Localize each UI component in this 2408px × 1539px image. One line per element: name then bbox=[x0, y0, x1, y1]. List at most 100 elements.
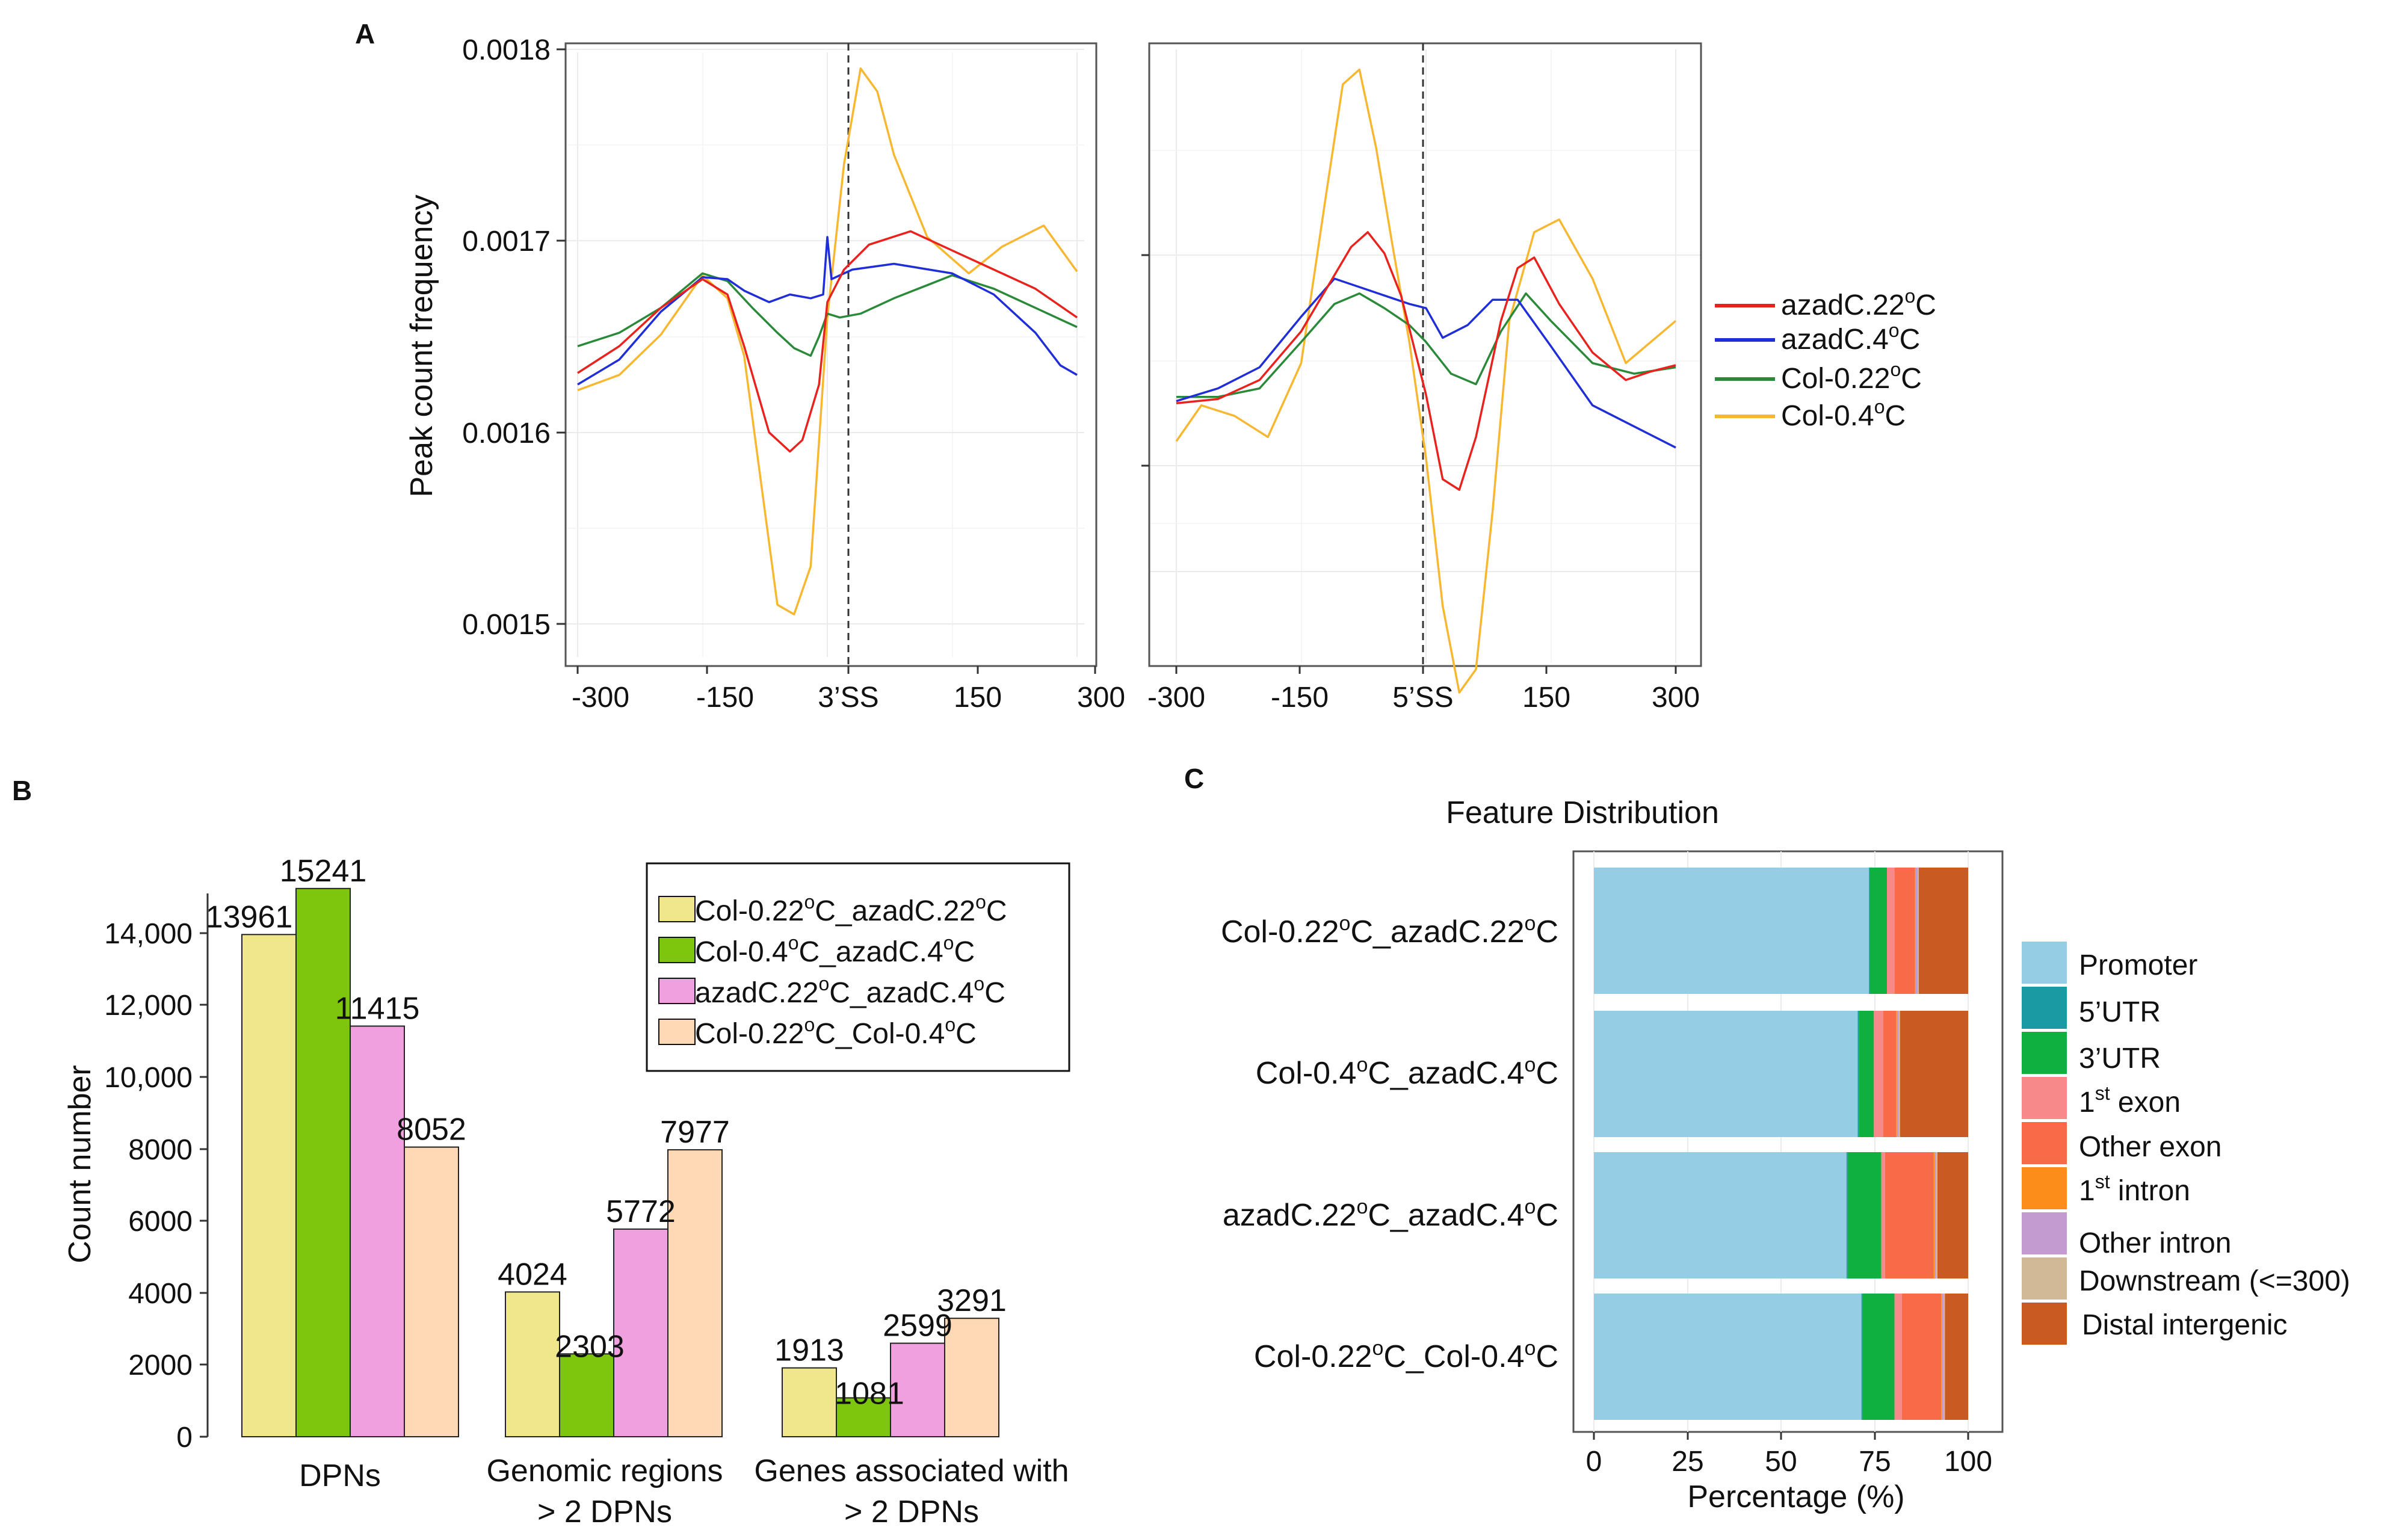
legend-a-item-2: Col-0.22oC bbox=[1715, 359, 1922, 395]
stacked-bar-row3-other-intron bbox=[1942, 1294, 1944, 1420]
panel-c: C Feature Distribution Col-0.22oC_azadC.… bbox=[1184, 763, 2350, 1514]
y-tick-label: 2000 bbox=[128, 1349, 193, 1381]
facet-1-frame bbox=[564, 42, 1097, 667]
legend-a-item-0: azadC.22oC bbox=[1715, 285, 1936, 321]
bar-value-label: 8052 bbox=[397, 1112, 466, 1147]
stacked-bar-row3-1st-exon bbox=[1894, 1294, 1902, 1420]
panel-a-label: A bbox=[355, 18, 375, 49]
facet-2-line-azadc-4c bbox=[1176, 277, 1676, 449]
facet-2-frame bbox=[1148, 42, 1702, 667]
bar-value-label: 11415 bbox=[335, 992, 420, 1026]
legend-a-label-1: azadC.4oC bbox=[1781, 319, 1920, 356]
stacked-bar-row0-distal-intergenic bbox=[1918, 868, 1968, 994]
x-tick-label: -150 bbox=[696, 682, 754, 714]
legend-b-box bbox=[646, 862, 1070, 1072]
y-tick-label: 6000 bbox=[128, 1206, 193, 1238]
panel-a-legend: azadC.22oC azadC.4oC Col-0.22oC Col-0.4o… bbox=[1715, 285, 1936, 432]
stacked-bar-row3-other-exon bbox=[1901, 1294, 1942, 1420]
bar-group1-series1 bbox=[559, 1353, 614, 1438]
x-tick-label: 50 bbox=[1765, 1446, 1797, 1478]
legend-swatch bbox=[2022, 1303, 2067, 1345]
panel-b-label: B bbox=[12, 775, 32, 806]
legend-c-label-0: Promoter bbox=[2079, 949, 2197, 981]
stacked-bar-row3-distal-intergenic bbox=[1945, 1294, 1968, 1420]
legend-a-label-2: Col-0.22oC bbox=[1781, 359, 1922, 395]
legend-c-item-0: Promoter bbox=[2022, 942, 2197, 984]
legend-c-item-7: Downstream (<=300) bbox=[2022, 1257, 2350, 1300]
y-tick-label: 0.0016 bbox=[462, 418, 551, 449]
panel-b-bars bbox=[241, 887, 999, 1438]
legend-b-item-1: Col-0.4oC_azadC.4oC bbox=[658, 932, 975, 968]
stacked-bar-row2-other-intron bbox=[1934, 1152, 1937, 1278]
y-tick-label: 10,000 bbox=[104, 1062, 193, 1094]
stacked-bar-row0-5-utr bbox=[1869, 868, 1871, 994]
legend-swatch bbox=[2022, 1167, 2067, 1209]
panel-b-group-labels: DPNs Genomic regions > 2 DPNs Genes asso… bbox=[299, 1454, 1069, 1529]
legend-b-item-0: Col-0.22oC_azadC.22oC bbox=[658, 891, 1007, 927]
stacked-bar-row0-promoter bbox=[1594, 868, 1869, 994]
legend-b-label-2: azadC.22oC_azadC.4oC bbox=[695, 973, 1005, 1009]
panel-b: B Count number 0 2000 4000 6000 8000 10,… bbox=[12, 775, 1070, 1529]
legend-c-label-1: 5’UTR bbox=[2079, 996, 2161, 1028]
panel-b-ylabel: Count number bbox=[63, 1065, 97, 1263]
legend-swatch bbox=[2022, 1122, 2067, 1164]
bar-group2-series3 bbox=[944, 1318, 999, 1437]
legend-c-label-5: 1st intron bbox=[2079, 1171, 2190, 1207]
stacked-bar-row3-downstream-300- bbox=[1943, 1294, 1945, 1420]
panel-a-facet-2: -300 -150 5’SS 150 300 bbox=[1141, 42, 1702, 714]
stacked-bar-row0-other-intron bbox=[1915, 868, 1918, 994]
legend-c-label-7: Downstream (<=300) bbox=[2079, 1265, 2350, 1297]
bar-value-label: 3291 bbox=[937, 1283, 1007, 1318]
bar-group1-series0 bbox=[505, 1291, 560, 1437]
category-label: azadC.22oC_azadC.4oC bbox=[1223, 1195, 1558, 1233]
facet-2-line-col-0-4c bbox=[1175, 68, 1677, 694]
stacked-bar-row1-1st-exon bbox=[1874, 1011, 1883, 1137]
legend-c-label-2: 3’UTR bbox=[2079, 1043, 2161, 1075]
stacked-bar-row2-downstream-300- bbox=[1936, 1152, 1937, 1278]
panel-a: A Peak count frequency bbox=[355, 18, 1936, 714]
stacked-bar-row2-5-utr bbox=[1846, 1152, 1848, 1278]
stacked-bar-row2-other-exon bbox=[1885, 1152, 1934, 1278]
legend-swatch bbox=[2022, 1212, 2067, 1254]
stacked-bar-row1-5-utr bbox=[1857, 1011, 1859, 1137]
bar-value-label: 4024 bbox=[498, 1257, 567, 1292]
x-tick-label: 25 bbox=[1672, 1446, 1703, 1478]
panel-c-category-labels: Col-0.22oC_azadC.22oC Col-0.4oC_azadC.4o… bbox=[1221, 912, 1558, 1374]
legend-swatch bbox=[2022, 1077, 2067, 1119]
legend-b-item-3: Col-0.22oC_Col-0.4oC bbox=[658, 1014, 977, 1050]
bar-group0-series0 bbox=[241, 934, 297, 1438]
x-tick-label: 0 bbox=[1586, 1446, 1602, 1478]
stacked-bar-row1-other-intron bbox=[1897, 1011, 1899, 1137]
bar-group0-series2 bbox=[350, 1025, 405, 1437]
facet-1-line-azadc-4c bbox=[577, 236, 1078, 386]
bar-value-label: 1913 bbox=[774, 1333, 844, 1368]
y-tick-label: 0.0018 bbox=[462, 34, 551, 66]
category-label: Col-0.4oC_azadC.4oC bbox=[1256, 1053, 1558, 1091]
x-tick-label: 150 bbox=[1522, 682, 1570, 714]
legend-b-label-1: Col-0.4oC_azadC.4oC bbox=[695, 932, 975, 968]
legend-c-item-1: 5’UTR bbox=[2022, 987, 2161, 1029]
y-tick-label: 8000 bbox=[128, 1134, 193, 1166]
legend-b-label-3: Col-0.22oC_Col-0.4oC bbox=[695, 1014, 977, 1050]
y-tick-label: 0 bbox=[176, 1422, 193, 1454]
facet-1-x-ticks: -300 -150 3’SS 150 300 bbox=[572, 666, 1125, 714]
legend-swatch bbox=[2022, 987, 2067, 1029]
stacked-bar-row3-promoter bbox=[1594, 1294, 1862, 1420]
group-label: Genes associated with bbox=[754, 1454, 1069, 1488]
facet-1-line-col-0-4c bbox=[577, 67, 1078, 615]
facet-1-y-ticks: 0.0015 0.0016 0.0017 0.0018 bbox=[462, 34, 566, 641]
stacked-bar-row1-promoter bbox=[1594, 1011, 1858, 1137]
bar-group0-series1 bbox=[295, 887, 351, 1438]
stacked-bar-row2-promoter bbox=[1594, 1152, 1847, 1278]
stacked-bar-row3-3-utr bbox=[1862, 1294, 1895, 1420]
legend-c-item-6: Other intron bbox=[2022, 1212, 2231, 1259]
legend-c-item-5: 1st intron bbox=[2022, 1167, 2190, 1209]
legend-swatch bbox=[658, 937, 696, 963]
legend-a-item-1: azadC.4oC bbox=[1715, 319, 1920, 356]
panel-c-legend: Promoter 5’UTR 3’UTR 1st exon Other exon… bbox=[2022, 942, 2350, 1345]
x-tick-label: 300 bbox=[1652, 682, 1700, 714]
legend-swatch bbox=[2022, 942, 2067, 984]
bar-group0-series3 bbox=[404, 1146, 459, 1437]
bar-group2-series0 bbox=[782, 1367, 837, 1438]
